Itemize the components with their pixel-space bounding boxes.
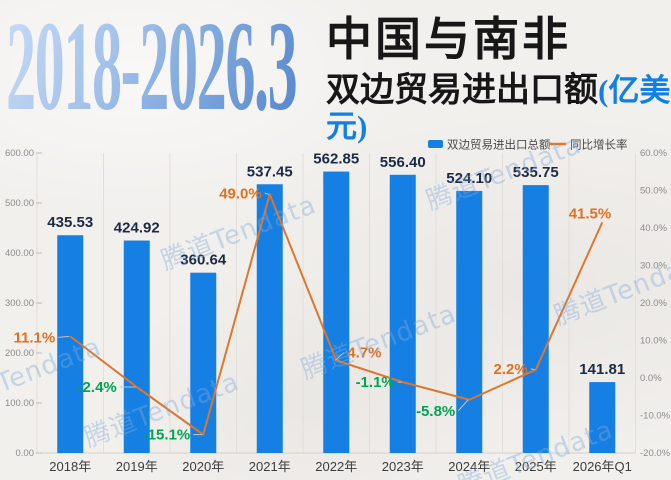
y-axis-label-left: 600.00: [5, 148, 34, 159]
growth-label: 4.7%: [347, 344, 381, 361]
y-axis-label-right: 50.0%: [640, 186, 667, 197]
title-unit: (亿美元): [326, 73, 671, 144]
legend-swatch-bar: [428, 140, 443, 148]
y-axis-label-left: 0.00: [16, 448, 35, 459]
growth-label: -2.4%: [78, 379, 117, 396]
y-axis-label-right: 0.0%: [640, 373, 662, 384]
x-axis-label: 2022年: [315, 459, 357, 474]
bar: [123, 240, 150, 453]
growth-label: 11.1%: [14, 329, 56, 346]
growth-label-connector: [264, 192, 269, 195]
y-axis-label-left: 100.00: [5, 398, 34, 409]
growth-label-connector: [530, 368, 535, 371]
title-line1: 中国与南非: [326, 14, 571, 65]
y-axis-label-right: 20.0%: [640, 298, 667, 309]
x-axis-label: 2024年: [448, 459, 490, 474]
y-axis-label-right: 30.0%: [640, 261, 667, 272]
y-axis-label-right: -20.0%: [640, 448, 671, 459]
bar-value-label: 435.53: [47, 214, 93, 231]
y-axis-label-left: 200.00: [5, 348, 34, 359]
growth-label: 2.2%: [494, 361, 528, 378]
x-axis-label: 2025年: [515, 459, 557, 474]
bar: [389, 174, 416, 454]
title-block: 中国与南非 双边贸易进出口额(亿美元): [326, 14, 671, 145]
growth-label: -15.1%: [143, 427, 191, 444]
x-axis-label: 2021年: [249, 459, 291, 474]
y-axis-label-left: 500.00: [5, 198, 34, 209]
legend-label-line: 同比增长率: [570, 138, 628, 152]
bar: [589, 382, 616, 453]
growth-label: 49.0%: [219, 185, 262, 202]
bar: [522, 185, 549, 453]
y-axis-label-left: 400.00: [5, 248, 34, 259]
x-axis-label: 2020年: [182, 459, 224, 474]
legend-label-bar: 双边贸易进出口总额: [447, 138, 551, 152]
bar-value-label: 141.81: [579, 361, 625, 378]
y-axis-label-right: -10.0%: [640, 411, 671, 422]
y-axis-label-right: 40.0%: [640, 223, 667, 234]
title-line2: 双边贸易进出口额(亿美元): [326, 73, 671, 144]
growth-label-connector: [457, 399, 469, 412]
growth-label: -1.1%: [356, 374, 395, 391]
bar-value-label: 535.75: [513, 164, 559, 181]
bar-value-label: 556.40: [380, 154, 426, 171]
growth-line: [69, 193, 604, 436]
y-axis-label-right: 60.0%: [640, 148, 667, 159]
y-axis-label-left: 300.00: [5, 298, 34, 309]
bar-value-label: 524.10: [446, 170, 492, 187]
title-period: 2018-2026.3: [6, 0, 298, 137]
bar: [323, 171, 350, 453]
bar: [190, 272, 217, 453]
growth-label-connector: [58, 335, 70, 338]
growth-label: 41.5%: [569, 205, 612, 222]
bar-value-label: 424.92: [114, 220, 160, 237]
x-axis-label: 2023年: [382, 459, 424, 474]
bar-value-label: 360.64: [180, 252, 227, 269]
x-axis-label: 2019年: [116, 459, 158, 474]
y-axis-label-right: 10.0%: [640, 336, 667, 347]
x-axis-label: 2018年: [49, 459, 91, 474]
x-axis-label: 2026年Q1: [573, 459, 632, 474]
title-line2-text: 双边贸易进出口额: [326, 72, 598, 110]
bar-value-label: 537.45: [247, 163, 293, 180]
bar: [456, 190, 483, 453]
growth-label-connector: [334, 352, 345, 361]
bar-value-label: 562.85: [313, 151, 359, 168]
growth-label: -5.8%: [416, 403, 455, 420]
